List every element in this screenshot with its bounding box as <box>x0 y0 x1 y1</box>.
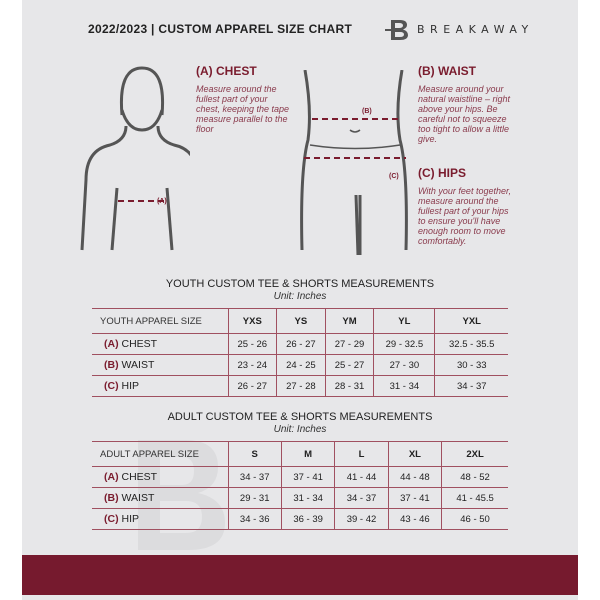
youth-size-table: YOUTH APPAREL SIZE YXS YS YM YL YXL (A) CHEST… <box>92 308 508 397</box>
youth-table-title: YOUTH CUSTOM TEE & SHORTS MEASUREMENTS <box>165 278 435 290</box>
header-cell: YM <box>324 308 374 334</box>
brand-name: BREAKAWAY <box>417 23 534 36</box>
table-row: (A) CHEST 25 - 26 26 - 27 27 - 29 29 - 32.5 3… <box>92 333 508 355</box>
header-cell: ADULT APPAREL SIZE <box>92 441 228 467</box>
header-cell: YXL <box>434 308 508 334</box>
header-cell: XL <box>387 441 442 467</box>
footer-bar <box>22 555 578 595</box>
header-cell: YS <box>276 308 326 334</box>
adult-size-table: ADULT APPAREL SIZE S M L XL 2XL (A) CHEST 34 -… <box>92 441 508 530</box>
row-label: (B) WAIST <box>92 354 228 376</box>
youth-unit: Unit: Inches <box>273 291 327 302</box>
header-cell: L <box>334 441 389 467</box>
chest-heading: (A) CHEST <box>196 64 257 78</box>
torso-illustration <box>80 66 190 251</box>
hips-instructions: With your feet together, measure around … <box>418 186 511 246</box>
hips-heading: (C) HIPS <box>418 166 466 180</box>
chest-instructions: Measure around the fullest part of your … <box>196 84 290 134</box>
header-cell: YXS <box>227 308 277 334</box>
adult-unit: Unit: Inches <box>273 424 327 435</box>
table-header-row: ADULT APPAREL SIZE S M L XL 2XL <box>92 441 508 467</box>
adult-table-title: ADULT CUSTOM TEE & SHORTS MEASUREMENTS <box>167 411 433 423</box>
page-title: 2022/2023 | CUSTOM APPAREL SIZE CHART <box>88 22 353 36</box>
header-cell: S <box>227 441 282 467</box>
table-row: (A) CHEST 34 - 37 37 - 41 41 - 44 44 - 48 48 … <box>92 466 508 488</box>
table-header-row: YOUTH APPAREL SIZE YXS YS YM YL YXL <box>92 308 508 334</box>
header-cell: YOUTH APPAREL SIZE <box>92 308 228 334</box>
row-label: (A) CHEST <box>92 333 228 355</box>
header-cell: 2XL <box>441 441 508 467</box>
chest-tag: (A) <box>157 198 167 205</box>
waist-hips-illustration <box>300 70 408 256</box>
row-label: (C) HIP <box>92 508 228 530</box>
row-label: (A) CHEST <box>92 466 228 488</box>
table-row: (C) HIP 26 - 27 27 - 28 28 - 31 31 - 34 34 - … <box>92 375 508 397</box>
row-label: (B) WAIST <box>92 487 228 509</box>
table-row: (B) WAIST 29 - 31 31 - 34 34 - 37 37 - 41 41 … <box>92 487 508 509</box>
waist-heading: (B) WAIST <box>418 64 476 78</box>
header-cell: YL <box>373 308 435 334</box>
row-label: (C) HIP <box>92 375 228 397</box>
waist-tag: (B) <box>362 108 372 115</box>
breakaway-logo-icon <box>385 20 408 40</box>
table-row: (B) WAIST 23 - 24 24 - 25 25 - 27 27 - 30 30 … <box>92 354 508 376</box>
waist-instructions: Measure around your natural waistline – … <box>418 84 511 144</box>
header-cell: M <box>280 441 335 467</box>
hips-tag: (C) <box>389 173 399 180</box>
table-row: (C) HIP 34 - 36 36 - 39 39 - 42 43 - 46 46 - … <box>92 508 508 530</box>
